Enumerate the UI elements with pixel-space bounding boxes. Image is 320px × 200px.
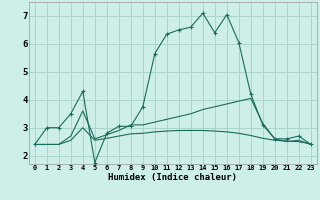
X-axis label: Humidex (Indice chaleur): Humidex (Indice chaleur) [108,173,237,182]
